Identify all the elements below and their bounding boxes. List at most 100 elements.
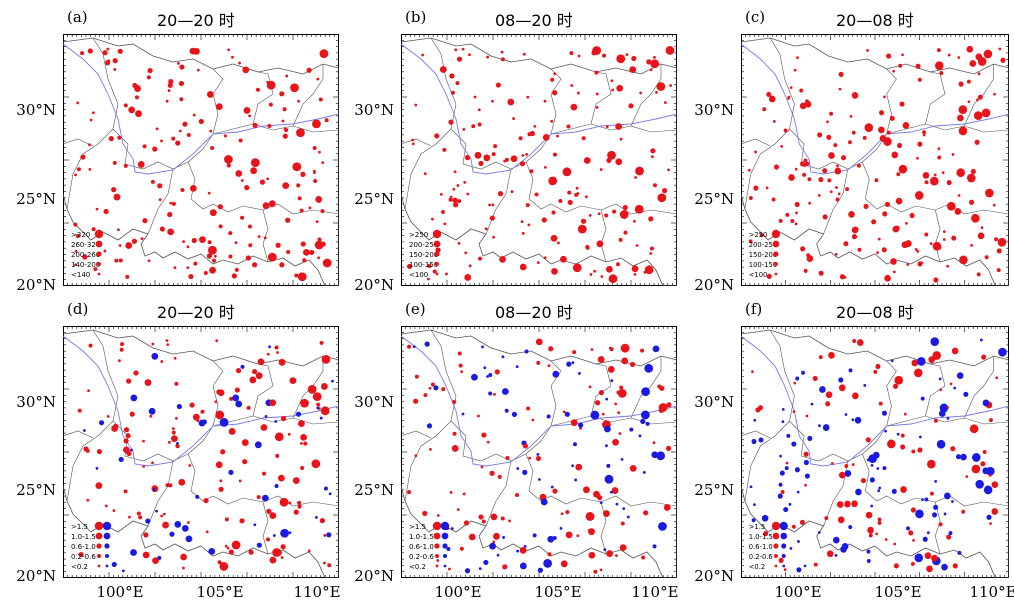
station-dot: [229, 396, 234, 401]
station-dot: [827, 178, 832, 183]
station-dot: [749, 485, 753, 489]
station-dot: [977, 94, 983, 100]
station-dot: [178, 129, 182, 133]
station-dot: [303, 441, 308, 446]
legend-dot-positive: [774, 554, 778, 558]
station-dot: [111, 561, 117, 568]
station-dot: [274, 432, 284, 442]
station-dot: [878, 126, 885, 134]
station-dot: [102, 50, 108, 56]
station-dot: [106, 415, 110, 418]
station-dot: [560, 560, 568, 568]
station-dot: [151, 342, 155, 346]
station-dot: [914, 248, 918, 251]
station-dot: [970, 168, 976, 175]
station-dot: [262, 202, 270, 210]
station-dot: [551, 210, 556, 215]
station-dot: [125, 274, 130, 279]
station-dot: [483, 366, 487, 370]
station-dot: [266, 537, 271, 542]
station-dot: [284, 128, 289, 133]
station-dot: [306, 67, 312, 73]
station-dot: [975, 479, 984, 489]
station-dot: [212, 258, 217, 263]
station-dot: [82, 254, 88, 260]
station-dot: [650, 148, 656, 154]
station-dot: [638, 434, 642, 438]
station-dot: [922, 133, 926, 137]
station-dot: [619, 137, 623, 141]
station-dot: [501, 388, 509, 395]
legend-dot-positive: [95, 240, 103, 248]
station-dot: [525, 152, 529, 156]
station-dot: [331, 379, 334, 383]
station-dot: [832, 536, 840, 544]
station-dot: [457, 351, 462, 356]
station-dot: [210, 146, 215, 151]
station-dot: [818, 355, 823, 360]
station-dot: [316, 402, 321, 407]
station-dot: [228, 549, 234, 555]
station-dot: [73, 222, 78, 227]
station-dot: [615, 502, 619, 506]
station-dot: [274, 484, 279, 489]
station-dot: [218, 486, 224, 492]
station-dot: [443, 222, 447, 226]
station-dot: [576, 91, 580, 95]
station-dot: [224, 544, 228, 548]
legend-label: 150-200: [749, 251, 777, 259]
station-dot: [797, 540, 800, 543]
station-dot: [240, 364, 245, 369]
station-dot: [646, 59, 652, 65]
station-dot: [269, 556, 277, 564]
station-dot: [933, 418, 938, 423]
station-dot: [825, 401, 831, 407]
station-dot: [580, 218, 587, 224]
station-dot: [177, 62, 180, 65]
station-dot: [500, 57, 505, 62]
station-dot: [591, 50, 597, 56]
station-dot: [152, 488, 156, 492]
station-dot: [639, 91, 643, 95]
station-dot: [557, 241, 560, 245]
station-dot: [178, 478, 186, 486]
station-dot: [543, 99, 547, 103]
station-dot: [572, 263, 582, 273]
station-dot: [902, 122, 910, 129]
station-dot: [464, 251, 468, 255]
station-dot: [956, 168, 965, 178]
station-dot: [412, 345, 416, 348]
station-dot: [130, 394, 138, 402]
station-dot: [168, 483, 173, 488]
station-dot: [930, 337, 940, 347]
station-dot: [268, 102, 273, 107]
station-dot: [536, 261, 540, 265]
station-dot: [980, 338, 983, 342]
station-dot: [951, 347, 959, 355]
station-dot: [640, 348, 645, 353]
station-dot: [493, 144, 498, 149]
station-dot: [107, 59, 111, 63]
station-dot: [538, 478, 541, 481]
station-dot: [264, 415, 268, 418]
station-dot: [924, 232, 929, 237]
station-dot: [167, 89, 171, 92]
legend-dot-negative: [102, 521, 112, 531]
station-dot: [922, 171, 930, 179]
station-dot: [468, 533, 476, 541]
ytick-20n-f: 20°N: [694, 567, 734, 585]
station-dot: [142, 144, 147, 149]
station-dot: [488, 391, 493, 396]
station-dot: [839, 274, 845, 280]
station-dot: [938, 410, 946, 417]
station-dot: [259, 179, 266, 185]
station-dot: [844, 413, 848, 416]
station-dot: [226, 546, 230, 550]
station-dot: [565, 510, 570, 515]
station-dot: [269, 512, 277, 520]
station-dot: [227, 48, 231, 52]
station-dot: [578, 422, 584, 428]
ytick-30n-f: 30°N: [694, 393, 734, 411]
station-dot: [505, 455, 510, 460]
station-dot: [803, 459, 809, 466]
